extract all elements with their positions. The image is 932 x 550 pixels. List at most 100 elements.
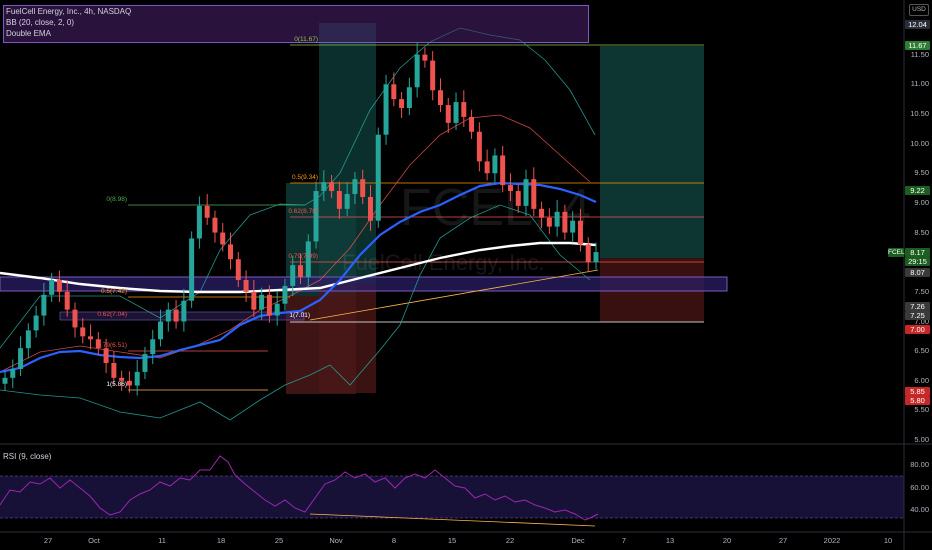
candle[interactable] <box>103 338 109 374</box>
candle[interactable] <box>10 359 16 388</box>
moving-average-white[interactable] <box>0 241 597 294</box>
candle[interactable] <box>391 72 397 107</box>
indicator-legend[interactable]: FuelCell Energy, Inc., 4h, NASDAQ BB (20… <box>3 5 589 43</box>
candle[interactable] <box>507 173 513 202</box>
candle[interactable] <box>593 242 599 270</box>
candle[interactable] <box>189 231 195 308</box>
candle[interactable] <box>181 288 187 332</box>
candle[interactable] <box>196 196 202 249</box>
candle[interactable] <box>570 211 576 243</box>
candle[interactable] <box>539 201 545 228</box>
bollinger-basis[interactable] <box>0 114 591 373</box>
long-position-profit-zone-2[interactable] <box>319 23 376 283</box>
rsi-line[interactable] <box>0 455 599 521</box>
candle[interactable] <box>554 199 560 237</box>
candle[interactable] <box>119 370 125 391</box>
candle-body <box>103 348 109 364</box>
candles[interactable] <box>2 42 599 396</box>
bollinger-lower-band[interactable] <box>0 204 591 421</box>
candle[interactable] <box>49 272 55 302</box>
ema-indicator-label[interactable]: Double EMA <box>6 29 51 38</box>
candle[interactable] <box>414 42 420 98</box>
candle[interactable] <box>329 175 335 199</box>
candle[interactable] <box>158 309 164 347</box>
candle[interactable] <box>142 346 148 380</box>
candle[interactable] <box>383 74 389 145</box>
candle[interactable] <box>360 169 366 205</box>
candle[interactable] <box>235 252 241 288</box>
candle[interactable] <box>461 90 467 127</box>
candle[interactable] <box>274 291 280 326</box>
candle[interactable] <box>64 279 70 317</box>
candle[interactable] <box>367 185 373 231</box>
candle[interactable] <box>406 77 412 116</box>
candle[interactable] <box>336 181 342 219</box>
candle[interactable] <box>251 279 257 317</box>
candle[interactable] <box>515 183 521 213</box>
candle[interactable] <box>500 145 506 193</box>
candle-body <box>173 309 179 322</box>
candle[interactable] <box>437 78 443 113</box>
candle[interactable] <box>476 122 482 172</box>
candle[interactable] <box>305 234 311 288</box>
candle[interactable] <box>422 47 428 68</box>
time-axis-label: 25 <box>274 536 284 545</box>
candle[interactable] <box>484 149 490 181</box>
candle[interactable] <box>72 302 78 338</box>
long-position-loss-zone-2[interactable] <box>319 283 376 393</box>
candle[interactable] <box>523 169 529 216</box>
candle[interactable] <box>41 282 47 326</box>
candle[interactable] <box>430 51 436 101</box>
candle[interactable] <box>165 302 171 332</box>
candle[interactable] <box>313 181 319 249</box>
candle[interactable] <box>33 306 39 338</box>
candle[interactable] <box>88 324 94 350</box>
candle[interactable] <box>134 360 140 396</box>
candle[interactable] <box>352 172 358 205</box>
candle[interactable] <box>453 92 459 130</box>
candle[interactable] <box>321 170 327 202</box>
candle[interactable] <box>282 278 288 311</box>
candle[interactable] <box>562 204 568 240</box>
candle[interactable] <box>492 148 498 184</box>
double-ema-line[interactable] <box>0 181 597 374</box>
candle[interactable] <box>212 210 218 243</box>
candle-body <box>235 259 241 280</box>
candle[interactable] <box>531 167 537 216</box>
candle[interactable] <box>546 208 552 234</box>
candle[interactable] <box>290 255 296 297</box>
candle[interactable] <box>204 194 210 225</box>
candle[interactable] <box>585 237 591 273</box>
candle[interactable] <box>266 285 272 323</box>
candle[interactable] <box>298 253 303 285</box>
candle[interactable] <box>2 370 8 391</box>
candle[interactable] <box>220 223 226 252</box>
candle[interactable] <box>173 300 179 329</box>
candle[interactable] <box>243 270 249 302</box>
currency-button[interactable]: USD <box>909 4 929 16</box>
candle[interactable] <box>56 270 62 302</box>
trendline[interactable] <box>309 269 599 321</box>
candle[interactable] <box>126 371 132 393</box>
bb-indicator-label[interactable]: BB (20, close, 2, 0) <box>6 18 75 27</box>
candle[interactable] <box>228 232 234 270</box>
candle[interactable] <box>259 287 265 320</box>
long-position-profit-zone-3[interactable] <box>600 46 704 258</box>
candle[interactable] <box>445 97 451 133</box>
candle[interactable] <box>80 317 86 344</box>
candle[interactable] <box>469 109 475 139</box>
candle[interactable] <box>577 208 583 252</box>
rsi-divergence-line[interactable] <box>309 513 596 527</box>
candle[interactable] <box>375 127 381 228</box>
candle[interactable] <box>399 92 405 119</box>
candle[interactable] <box>18 336 24 377</box>
candle[interactable] <box>95 332 101 356</box>
candle[interactable] <box>344 182 350 216</box>
rsi-indicator-label[interactable]: RSI (9, close) <box>3 452 52 461</box>
candle[interactable] <box>150 329 156 365</box>
candle[interactable] <box>25 323 31 359</box>
time-axis-label: 13 <box>665 536 675 545</box>
candle[interactable] <box>111 351 117 385</box>
